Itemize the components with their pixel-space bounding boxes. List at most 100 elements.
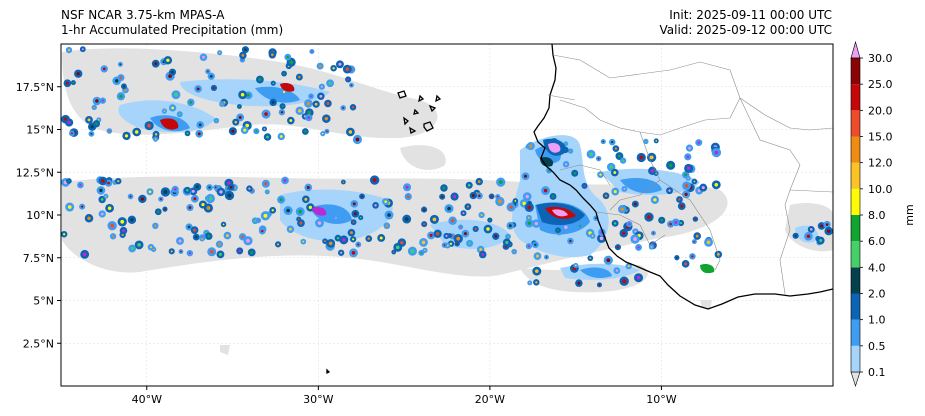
convective-cell-core [611,141,614,144]
convective-cell-core [171,106,174,110]
convective-cell-core [668,163,673,168]
convective-cell-core [196,87,200,91]
coastlines [326,44,833,375]
convective-cell-core [157,210,160,213]
convective-cell-core [351,106,355,109]
convective-cell-core [209,249,214,254]
convective-cell-core [342,181,345,183]
y-tick-label: 5°N [33,295,54,308]
convective-cells [61,46,833,288]
convective-cell-core [304,130,307,133]
convective-cell-core [481,253,485,256]
convective-cell-core [279,198,283,202]
convective-cell-core [557,229,559,232]
convective-cell-core [350,231,353,235]
convective-cell-core [212,86,215,89]
convective-cell-core [423,208,426,211]
convective-cell-core [298,109,302,113]
convective-cell-core [652,232,655,234]
convective-cell-core [449,242,453,245]
convective-cell-core [794,234,797,237]
convective-cell-core [595,217,597,220]
convective-cell-core [686,155,690,159]
convective-cell-core [441,195,444,198]
convective-cell-core [264,182,268,186]
convective-cell-core [660,218,664,222]
convective-cell-core [573,172,576,175]
convective-cell-core [124,88,127,92]
colorbar-tick-label: 2.0 [868,288,886,301]
convective-cell-core [306,186,310,189]
convective-cell-core [70,132,73,135]
convective-cell-core [76,72,80,76]
convective-cell-core [706,240,711,245]
colorbar-segment [851,84,860,111]
convective-cell-core [385,224,388,227]
convective-cell-core [246,93,250,97]
convective-cell-core [62,233,66,236]
convective-cell-core [456,236,461,241]
convective-cell-core [613,190,617,194]
convective-cell-core [207,70,209,73]
convective-cell-core [404,217,409,221]
convective-cell-core [489,219,491,221]
convective-cell-core [574,264,577,267]
colorbar: 0.1 0.5 1.0 2.0 4.0 6.0 8.0 10.0 12.0 15.0 20.0 25.… [850,40,916,387]
convective-cell-core [283,179,287,182]
convective-cell-core [527,205,532,210]
convective-cell-core [361,195,363,198]
convective-cell-core [229,185,233,189]
convective-cell-core [279,135,283,138]
convective-cell-core [282,90,286,94]
convective-cell-core [680,204,684,208]
convective-cell-core [90,132,93,135]
heavy-precip-cores [160,82,715,274]
convective-cell-core [478,194,481,198]
convective-cell-core [154,224,157,227]
convective-cell-core [243,128,247,132]
model-name: NSF NCAR 3.75-km MPAS-A [61,8,225,22]
convective-cell-core [387,213,391,217]
convective-cell-core [423,223,426,226]
convective-cell-core [122,85,125,88]
convective-cell-core [820,224,824,228]
convective-cell-core [806,234,811,239]
convective-cell-core [238,249,241,253]
colorbar-tick-label: 25.0 [868,78,893,91]
convective-cell-core [215,119,218,122]
convective-cell-core [602,140,605,143]
convective-cell-core [650,169,654,173]
convective-cell-core [551,195,555,198]
convective-cell-core [271,101,275,104]
convective-cell-core [508,224,512,228]
convective-cell-core [564,163,568,166]
convective-cell-core [240,93,245,97]
convective-cell-core [701,186,705,190]
convective-cell-core [348,130,353,134]
convective-cell-core [114,79,119,83]
convective-cell-core [620,207,624,211]
convective-cell-core [148,190,152,194]
colorbar-extend-max [850,40,861,59]
colorbar-segment [851,136,860,163]
convective-cell-core [318,64,322,68]
colorbar-tick-label: 30.0 [868,52,893,65]
convective-cell-core [154,138,157,140]
convective-cell-core [825,223,829,226]
convective-cell-core [432,217,437,222]
convective-cell-core [246,238,250,243]
convective-cell-core [627,265,630,268]
convective-cell-core [197,132,201,136]
convective-cell-core [827,229,831,233]
convective-cell-core [649,155,654,160]
convective-cell-core [445,234,448,237]
convective-cell-core [332,67,335,70]
convective-cell-core [173,187,177,191]
convective-cell-core [442,186,446,190]
convective-cell-core [108,130,111,132]
y-tick-label: 2.5°N [23,337,54,350]
convective-cell-core [616,246,619,249]
convective-cell-core [90,125,94,129]
convective-cell-core [456,242,459,245]
